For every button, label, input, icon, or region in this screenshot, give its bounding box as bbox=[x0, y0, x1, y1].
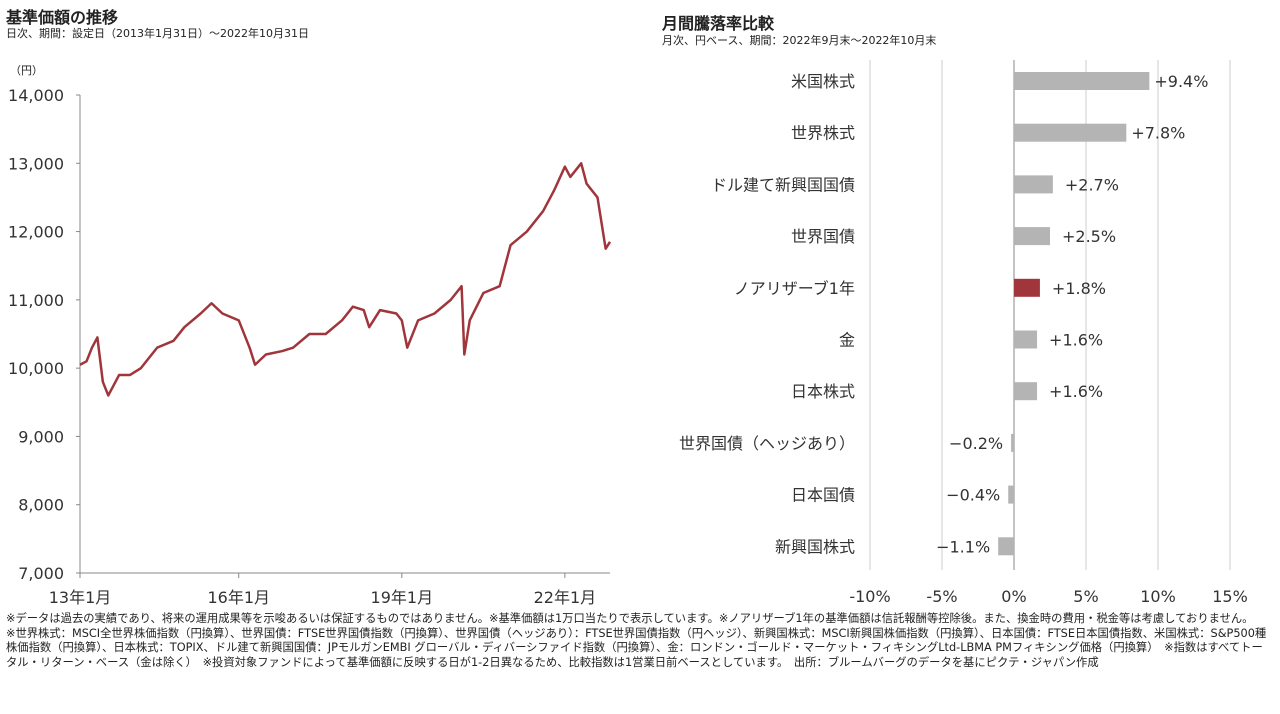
x-tick-label: 15% bbox=[1212, 587, 1248, 606]
right-chart-subtitle: 月次、円ベース、期間：2022年9月末～2022年10月末 bbox=[662, 34, 937, 47]
data-label: +7.8% bbox=[1131, 124, 1185, 143]
data-label: +1.6% bbox=[1049, 331, 1103, 350]
data-label: +1.6% bbox=[1049, 382, 1103, 401]
bar bbox=[1014, 278, 1040, 297]
charts: 7,000 8,000 9,000 10,000 11,000 12,000 13,000 1… bbox=[8, 60, 1248, 607]
bar bbox=[1014, 175, 1053, 194]
bar bbox=[1011, 433, 1014, 452]
x-tick-label: 0% bbox=[1001, 587, 1026, 606]
data-label: +2.7% bbox=[1065, 175, 1119, 194]
category-label: 金 bbox=[839, 331, 855, 350]
y-tick-label: 13,000 bbox=[8, 154, 64, 173]
category-label: 世界株式 bbox=[791, 124, 855, 143]
right-chart-title: 月間騰落率比較 bbox=[662, 14, 775, 33]
data-label: −0.2% bbox=[949, 434, 1003, 453]
x-tick-label: 16年1月 bbox=[207, 588, 270, 607]
y-unit-label: （円） bbox=[10, 64, 43, 77]
data-label: +2.5% bbox=[1062, 227, 1116, 246]
bar bbox=[1014, 330, 1038, 349]
y-tick-label: 9,000 bbox=[18, 427, 64, 446]
left-chart-subtitle: 日次、期間：設定日（2013年1月31日）～2022年10月31日 bbox=[6, 27, 309, 40]
footnote-disclaimer: ※データは過去の実績であり、将来の運用成果等を示唆あるいは保証するものではありま… bbox=[6, 612, 1254, 625]
footnote-indices: ※世界株式：MSCI全世界株価指数（円換算）、世界国債：FTSE世界国債指数（円… bbox=[6, 626, 1267, 669]
bar bbox=[1014, 382, 1038, 401]
category-label: 世界国債 bbox=[791, 227, 855, 246]
category-label: 新興国株式 bbox=[775, 537, 855, 556]
x-tick-label: 22年1月 bbox=[534, 588, 597, 607]
bar bbox=[1014, 72, 1150, 90]
x-tick-label: 13年1月 bbox=[49, 588, 112, 607]
category-label: 日本国債 bbox=[791, 486, 855, 505]
y-tick-label: 14,000 bbox=[8, 86, 64, 105]
data-label: −0.4% bbox=[946, 486, 1000, 505]
data-label: +1.8% bbox=[1052, 279, 1106, 298]
x-tick-label: 10% bbox=[1140, 587, 1176, 606]
category-label: 日本株式 bbox=[791, 382, 855, 401]
bar bbox=[998, 537, 1014, 556]
bar bbox=[1014, 227, 1050, 246]
y-tick-label: 11,000 bbox=[8, 291, 64, 310]
left-chart-title: 基準価額の推移 bbox=[6, 8, 119, 27]
y-tick-label: 10,000 bbox=[8, 359, 64, 378]
category-label: ノアリザーブ1年 bbox=[734, 279, 855, 298]
y-tick-label: 7,000 bbox=[18, 564, 64, 583]
x-tick-label: -10% bbox=[849, 587, 890, 606]
x-tick-label: 5% bbox=[1073, 587, 1098, 606]
category-label: 米国株式 bbox=[791, 72, 855, 91]
category-label: ドル建て新興国国債 bbox=[711, 175, 855, 194]
bar bbox=[1014, 123, 1127, 142]
y-tick-label: 8,000 bbox=[18, 496, 64, 515]
data-label: +9.4% bbox=[1154, 72, 1208, 91]
y-tick-label: 12,000 bbox=[8, 223, 64, 242]
x-tick-label: 19年1月 bbox=[371, 588, 434, 607]
data-label: −1.1% bbox=[936, 537, 990, 556]
footnotes: ※データは過去の実績であり、将来の運用成果等を示唆あるいは保証するものではありま… bbox=[6, 612, 1274, 670]
bar bbox=[1008, 485, 1014, 504]
x-tick-label: -5% bbox=[926, 587, 957, 606]
nav-line bbox=[79, 162, 612, 397]
category-label: 世界国債（ヘッジあり） bbox=[679, 434, 855, 453]
